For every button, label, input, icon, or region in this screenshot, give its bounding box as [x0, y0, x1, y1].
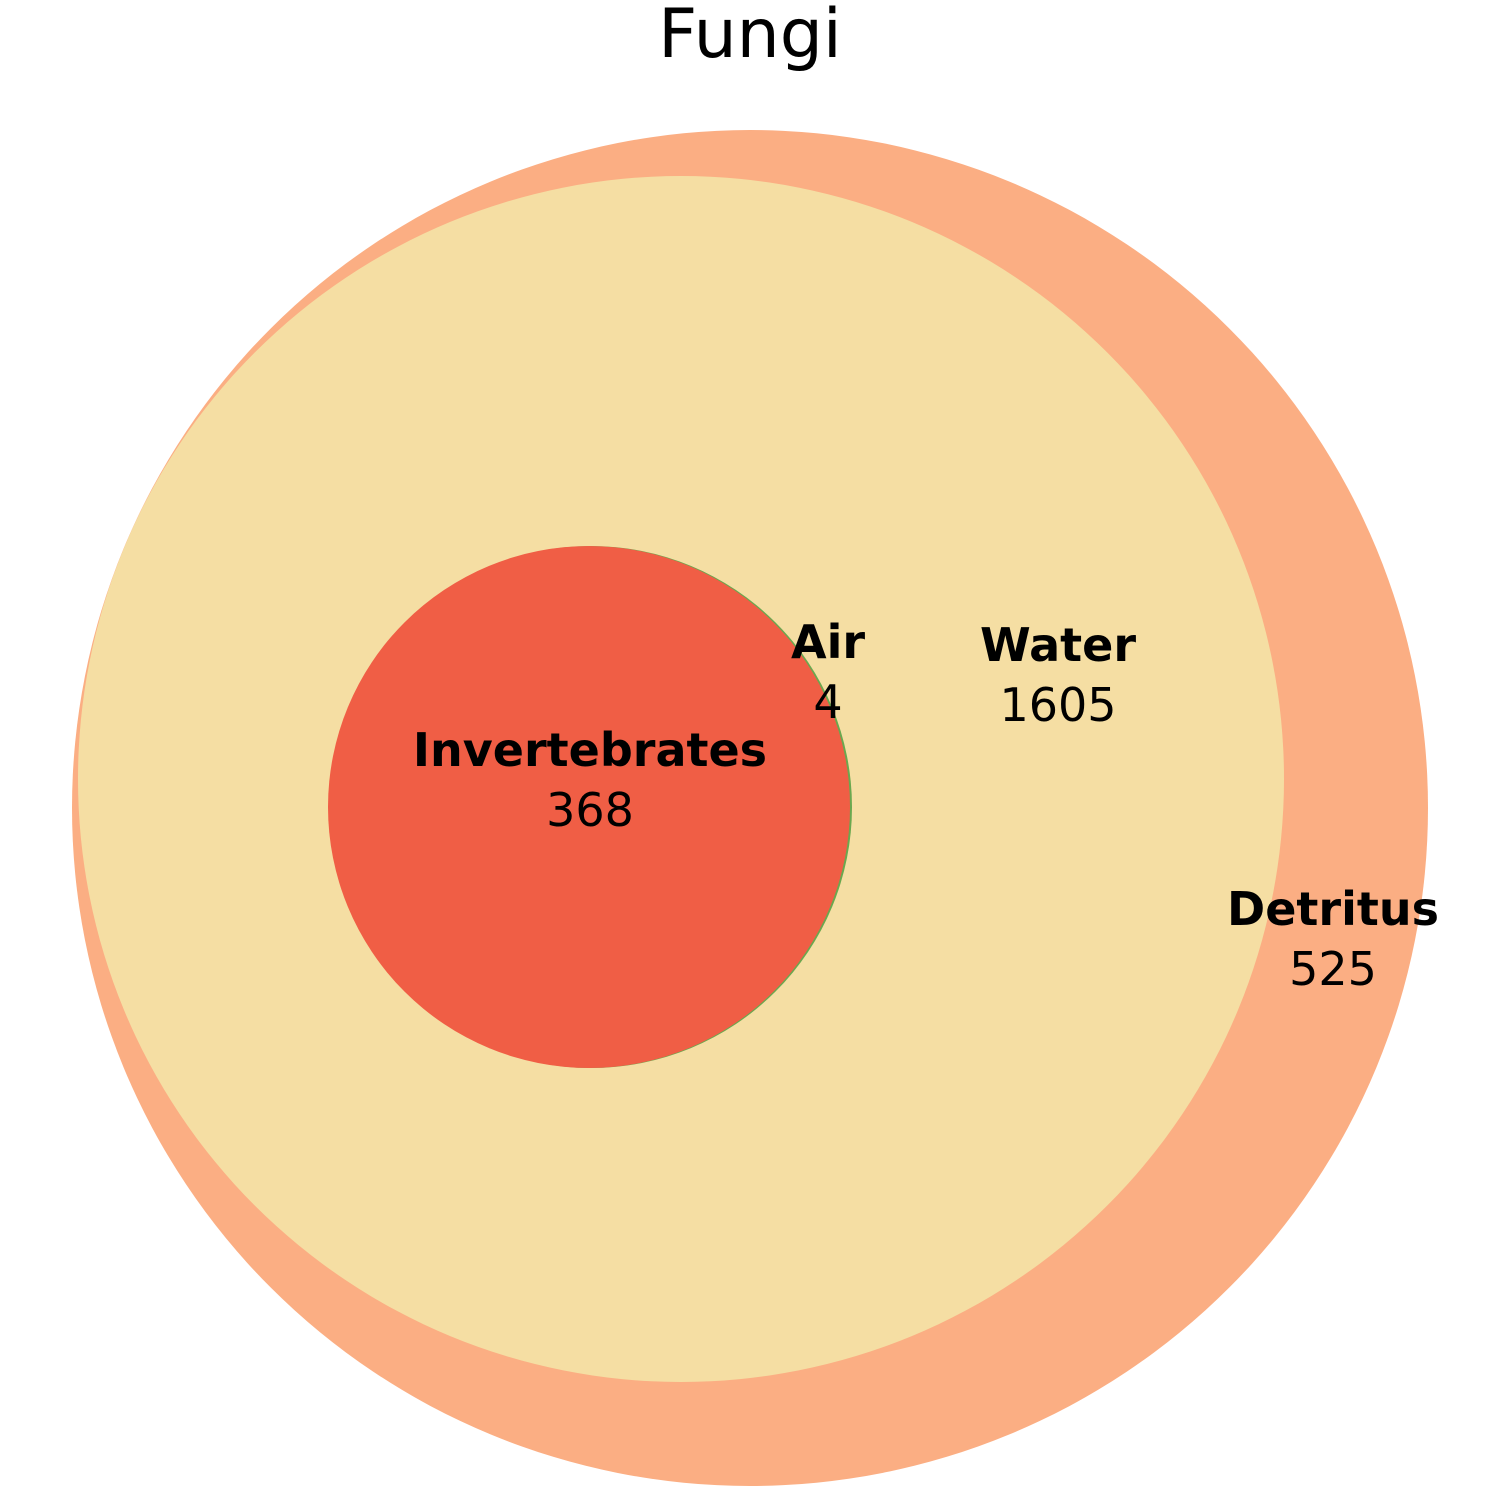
air-label: Air 4 [791, 615, 865, 729]
detritus-count: 525 [1289, 942, 1377, 996]
diagram-title: Fungi [658, 0, 842, 74]
water-count: 1605 [999, 678, 1116, 732]
air-name: Air [791, 615, 865, 669]
air-count: 4 [813, 675, 842, 729]
invertebrates-count: 368 [546, 783, 634, 837]
invertebrates-label: Invertebrates 368 [413, 723, 767, 837]
detritus-label: Detritus 525 [1227, 882, 1439, 996]
invertebrates-circle [328, 546, 850, 1068]
invertebrates-name: Invertebrates [413, 723, 767, 777]
detritus-name: Detritus [1227, 882, 1439, 936]
water-name: Water [980, 618, 1136, 672]
water-label: Water 1605 [980, 618, 1136, 732]
